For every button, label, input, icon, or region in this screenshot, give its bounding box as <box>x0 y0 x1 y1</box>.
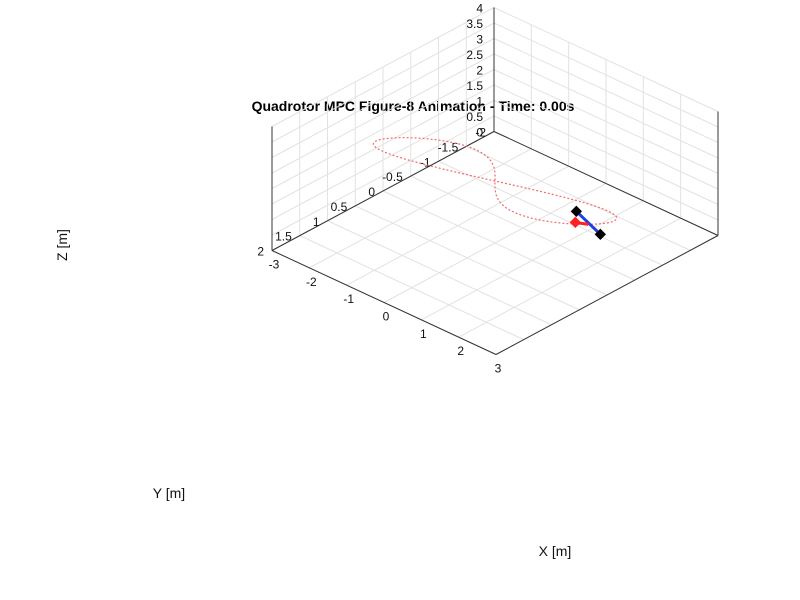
grid-line-back-z <box>493 38 719 143</box>
axes-box-edge <box>271 250 497 355</box>
grid-line-floor-y <box>466 145 691 251</box>
x-tick-label: 1 <box>420 327 427 341</box>
x-tick-label: -1 <box>343 292 354 306</box>
z-tick-label: 3.5 <box>466 17 483 31</box>
grid-line-floor-y <box>327 220 552 326</box>
y-tick-label: -0.5 <box>382 170 403 184</box>
y-axis-label: Y [m] <box>153 485 185 501</box>
grid-line-floor-y <box>355 205 580 311</box>
y-tick-label: 2 <box>257 245 264 259</box>
grid-line-side-z <box>271 7 495 127</box>
z-tick-label: 4 <box>476 2 483 16</box>
grid-line-floor-y <box>299 235 524 341</box>
axes-box-edge <box>271 131 495 251</box>
grid-line-back-z <box>493 100 719 205</box>
grid-line-floor-y <box>382 190 608 296</box>
z-axis-label: Z [m] <box>54 229 70 261</box>
z-tick-label: 2 <box>476 64 483 78</box>
axes-box-edge <box>493 131 719 236</box>
quadrotor <box>569 205 606 240</box>
x-tick-label: 0 <box>383 310 390 324</box>
y-tick-label: -2 <box>475 126 486 140</box>
x-tick-label: 2 <box>457 344 464 358</box>
axes-box <box>271 7 719 355</box>
y-tick-label: -1 <box>420 155 431 169</box>
y-tick-label: 0.5 <box>331 200 348 214</box>
grid-line-floor-y <box>410 175 635 281</box>
x-tick-label: -3 <box>269 258 280 272</box>
y-tick-label: 1.5 <box>275 230 292 244</box>
grid-line-back-z <box>493 84 719 190</box>
grid-line-side-z <box>271 22 495 143</box>
grid-line-side-z <box>271 100 495 220</box>
grid-line-back-z <box>493 7 719 112</box>
quadrotor-rotor <box>594 228 606 240</box>
z-tick-label: 1.5 <box>466 79 483 93</box>
grid-line-back-z <box>493 69 719 174</box>
z-tick-label: 0 <box>476 126 483 140</box>
grid-line-back-z <box>493 53 719 159</box>
x-axis-label: X [m] <box>539 543 572 559</box>
grid-line-side-z <box>271 69 495 189</box>
x-tick-label: -2 <box>306 275 317 289</box>
grid-line-side-z <box>271 53 495 174</box>
grid-line-floor-y <box>438 160 663 266</box>
quadrotor-rotor <box>570 205 582 217</box>
grid-line-side-z <box>271 38 495 158</box>
z-tick-label: 0.5 <box>466 110 483 124</box>
grid-line-back-z <box>493 115 719 221</box>
y-tick-label: 0 <box>368 185 375 199</box>
grid-line-side-z <box>271 84 495 205</box>
axes-box-edge <box>495 235 719 355</box>
quadrotor-heading-marker <box>569 216 581 228</box>
grid-line-back-z <box>493 22 719 128</box>
tick-labels: -3-2-10123-2-1.5-1-0.500.511.5200.511.52… <box>257 2 501 376</box>
z-tick-label: 1 <box>476 95 483 109</box>
z-tick-label: 2.5 <box>466 48 483 62</box>
y-tick-label: 1 <box>313 215 320 229</box>
y-tick-label: -1.5 <box>438 140 459 154</box>
z-tick-label: 3 <box>476 33 483 47</box>
grid-line-side-z <box>271 115 495 236</box>
x-tick-label: 3 <box>495 361 502 375</box>
